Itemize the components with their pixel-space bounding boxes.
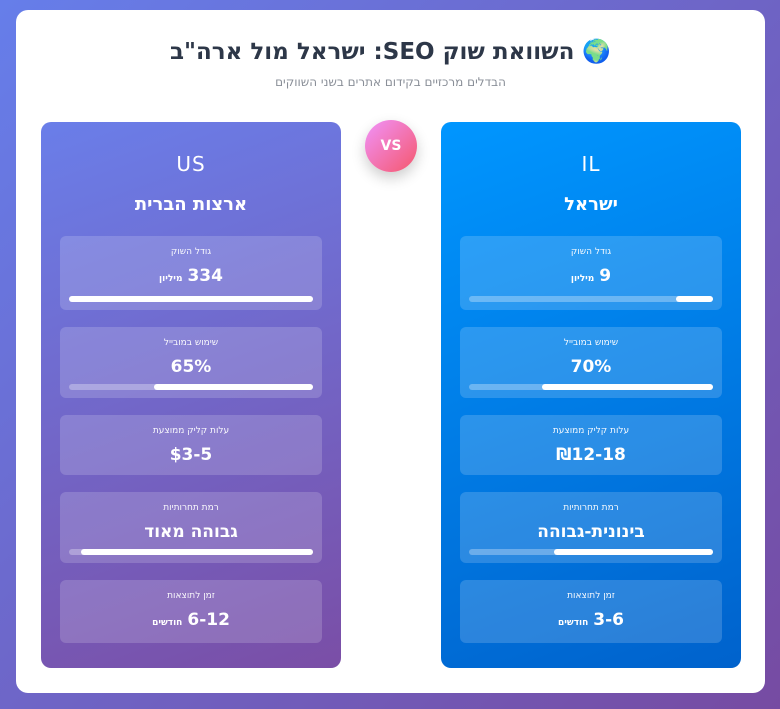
market-code: IL	[581, 152, 601, 176]
metric-box: שימוש במובייל 65%	[60, 327, 322, 398]
metric-list: גודל השוק 334 מיליון שימוש במובייל 65% עלות ק…	[60, 236, 322, 643]
metric-unit: מיליון	[570, 274, 595, 284]
metric-value-row: 65%	[69, 355, 313, 379]
title-row: 🌍 השוואת שוק SEO: ישראל מול ארה"ב	[16, 36, 765, 68]
metric-value: 334	[187, 266, 223, 286]
metric-value-row: $3-5	[69, 443, 313, 467]
metric-label: גודל השוק	[570, 247, 612, 257]
metric-value: בינונית-גבוהה	[537, 522, 645, 542]
progress-fill	[554, 549, 713, 555]
metric-value-row: 334 מיליון	[69, 264, 313, 291]
metric-value-row: ₪12-18	[469, 443, 713, 467]
panel: 🌍 השוואת שוק SEO: ישראל מול ארה"ב הבדלים…	[16, 10, 765, 693]
metric-value: ₪12-18	[556, 445, 626, 465]
metric-label: גודל השוק	[170, 247, 212, 257]
icon: 🌍	[582, 39, 612, 65]
metric-value: $3-5	[169, 445, 213, 465]
metric-unit: חודשים	[152, 618, 183, 628]
metric-unit: מיליון	[159, 274, 183, 284]
metric-label: שימוש במובייל	[563, 338, 619, 348]
metric-value-row: 6-12 חודשים	[69, 608, 313, 635]
market-name: ארצות הברית	[134, 194, 248, 215]
metric-label: רמת תחרותיות	[563, 503, 619, 513]
metric-box: גודל השוק 334 מיליון	[60, 236, 322, 310]
header: 🌍 השוואת שוק SEO: ישראל מול ארה"ב הבדלים…	[16, 10, 765, 90]
progress-track	[69, 384, 313, 390]
market-name: ישראל	[564, 194, 618, 215]
metric-box: זמן לתוצאות 3-6 חודשים	[460, 580, 722, 643]
progress-track	[69, 549, 313, 555]
metric-box: זמן לתוצאות 6-12 חודשים	[60, 580, 322, 643]
progress-fill	[542, 384, 713, 390]
vs-badge: VS	[365, 120, 417, 172]
metric-unit: חודשים	[557, 618, 589, 628]
metric-value: 3-6	[593, 610, 625, 630]
metric-value: 70%	[570, 357, 612, 377]
metric-label: עלות קליק ממוצעת	[152, 426, 230, 436]
metric-label: רמת תחרותיות	[163, 503, 219, 513]
metric-box: רמת תחרותיות גבוהה מאוד	[60, 492, 322, 563]
metric-box: שימוש במובייל 70%	[460, 327, 722, 398]
progress-fill	[69, 296, 313, 302]
market-code: US	[176, 152, 206, 176]
metric-box: עלות קליק ממוצעת $3-5	[60, 415, 322, 475]
metric-value: 9	[599, 266, 612, 286]
metric-value-row: גבוהה מאוד	[69, 520, 313, 544]
market-card: IL ישראל גודל השוק 9 מיליון שימוש במובייל 70% ע…	[441, 122, 741, 668]
metric-value-row: 9 מיליון	[469, 264, 713, 291]
progress-track	[469, 549, 713, 555]
metric-label: זמן לתוצאות	[567, 591, 615, 601]
progress-fill	[676, 296, 713, 302]
metric-box: עלות קליק ממוצעת ₪12-18	[460, 415, 722, 475]
title: השוואת שוק SEO: ישראל מול ארה"ב	[169, 39, 575, 65]
progress-fill	[154, 384, 313, 390]
metric-box: גודל השוק 9 מיליון	[460, 236, 722, 310]
metric-value-row: 3-6 חודשים	[469, 608, 713, 635]
progress-track	[469, 296, 713, 302]
market-card: US ארצות הברית גודל השוק 334 מיליון שימוש במו…	[41, 122, 341, 668]
metric-value-row: בינונית-גבוהה	[469, 520, 713, 544]
progress-fill	[81, 549, 313, 555]
metric-value-row: 70%	[469, 355, 713, 379]
progress-track	[69, 296, 313, 302]
metric-value: 65%	[170, 357, 212, 377]
metric-label: שימוש במובייל	[163, 338, 219, 348]
metric-value: גבוהה מאוד	[144, 522, 238, 542]
metric-label: עלות קליק ממוצעת	[552, 426, 630, 436]
metric-value: 6-12	[187, 610, 230, 630]
metric-box: רמת תחרותיות בינונית-גבוהה	[460, 492, 722, 563]
metric-label: זמן לתוצאות	[167, 591, 215, 601]
subtitle: הבדלים מרכזיים בקידום אתרים בשני השווקים	[275, 75, 506, 89]
metric-list: גודל השוק 9 מיליון שימוש במובייל 70% עלות קלי…	[460, 236, 722, 643]
progress-track	[469, 384, 713, 390]
cards: IL ישראל גודל השוק 9 מיליון שימוש במובייל 70% ע…	[41, 122, 741, 668]
